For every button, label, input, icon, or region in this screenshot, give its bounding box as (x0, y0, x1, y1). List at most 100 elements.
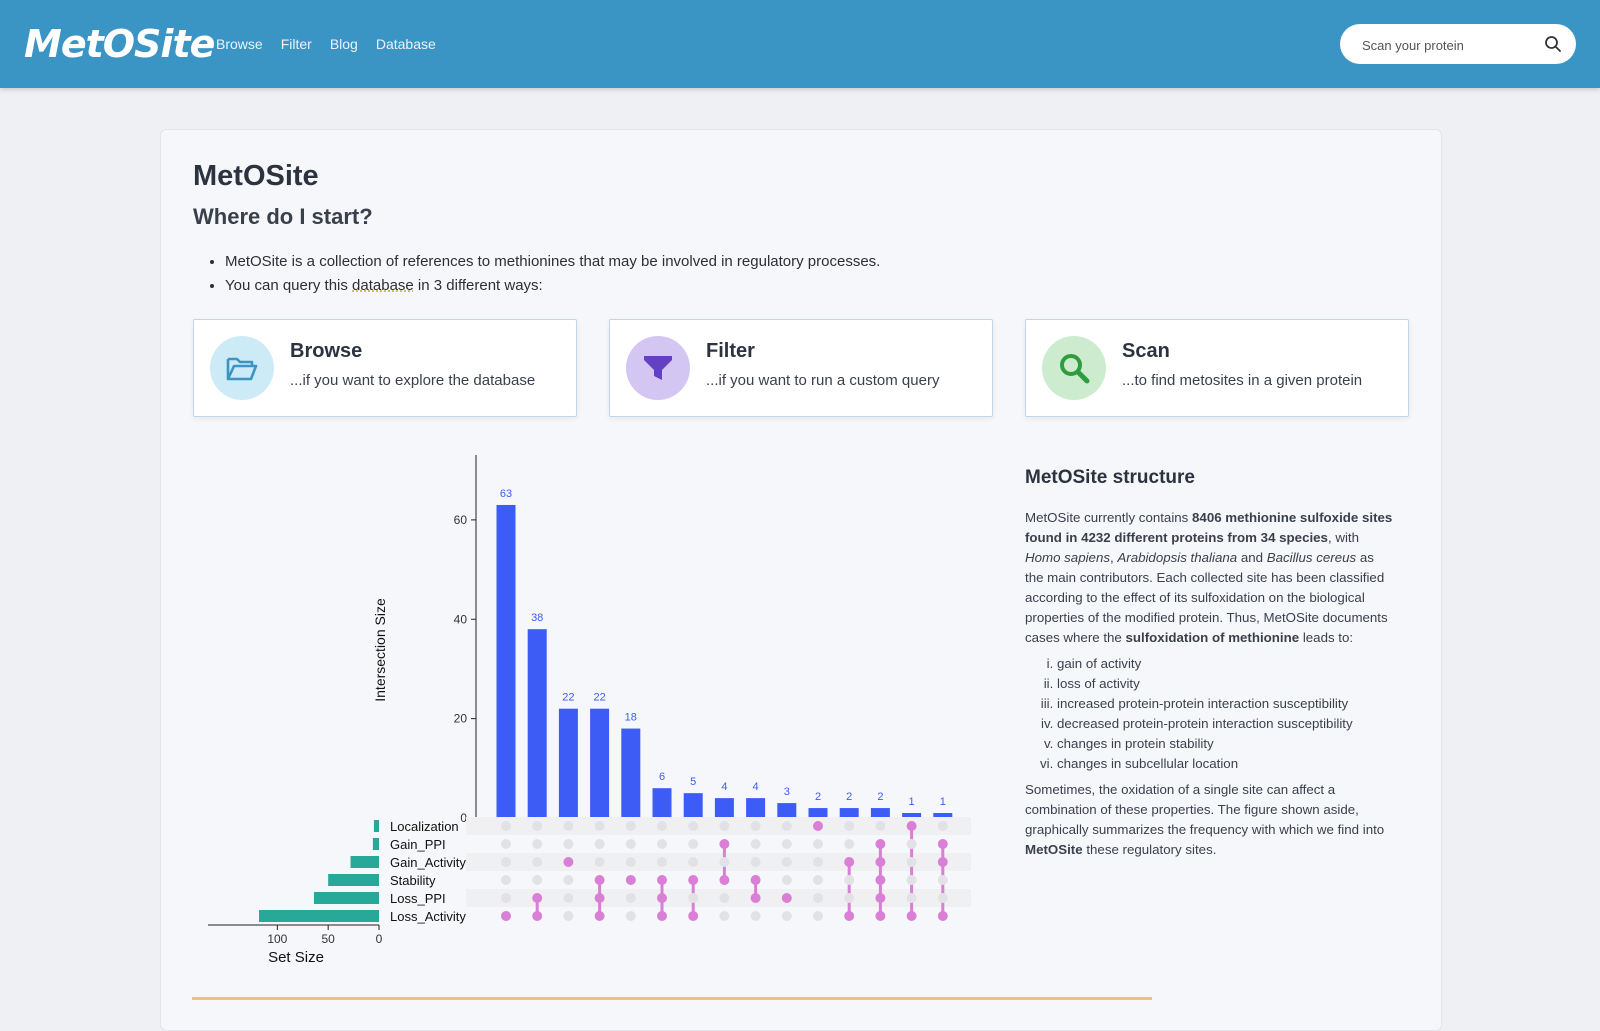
matrix-dot-active (875, 839, 886, 849)
matrix-dot (688, 821, 699, 831)
set-label: Loss_PPI (390, 891, 446, 906)
matrix-stripe (466, 889, 971, 907)
matrix-dot (937, 821, 948, 831)
matrix-dot (625, 893, 636, 903)
browse-icon-circle (210, 336, 274, 400)
matrix-dot (688, 893, 699, 903)
page-title: MetOSite (193, 160, 319, 192)
effect-item: loss of activity (1057, 674, 1395, 694)
matrix-dot (813, 839, 823, 849)
matrix-stripe (466, 853, 971, 871)
matrix-dot (906, 875, 917, 885)
bar-value-label: 6 (659, 771, 665, 783)
intersection-bar (621, 728, 641, 818)
bar-value-label: 4 (753, 781, 759, 793)
matrix-dot (750, 911, 761, 921)
matrix-dot (657, 821, 667, 831)
search-icon[interactable] (1544, 35, 1562, 53)
y-tick-label: 20 (454, 712, 468, 726)
matrix-dot (875, 821, 886, 831)
effects-list: gain of activity loss of activity increa… (1025, 654, 1395, 774)
matrix-dot-active (594, 911, 605, 921)
intersection-bar (870, 808, 890, 818)
matrix-dot (563, 911, 574, 921)
matrix-dot (906, 893, 917, 903)
bar-value-label: 1 (909, 796, 915, 808)
matrix-dot (688, 857, 699, 867)
matrix-dot (501, 875, 511, 885)
matrix-dot (532, 857, 543, 867)
matrix-dot (844, 893, 855, 903)
scan-card[interactable]: Scan ...to find metosites in a given pro… (1025, 319, 1409, 417)
nav-browse[interactable]: Browse (216, 36, 263, 52)
set-size-bar (313, 892, 379, 904)
matrix-dot-active (594, 893, 605, 903)
intersection-bar (714, 798, 734, 818)
filter-desc: ...if you want to run a custom query (706, 372, 940, 389)
matrix-dot (719, 857, 730, 867)
matrix-dot (501, 821, 511, 831)
matrix-dot-active (719, 875, 730, 885)
nav-database[interactable]: Database (375, 36, 436, 52)
matrix-dot (750, 839, 761, 849)
matrix-dot (750, 857, 761, 867)
matrix-dot (781, 857, 792, 867)
matrix-dot (750, 821, 761, 831)
matrix-stripe (466, 817, 971, 835)
matrix-dot (563, 875, 574, 885)
top-navbar: MetOSite Browse Filter Blog Database (0, 0, 1600, 88)
bar-value-label: 1 (940, 796, 946, 808)
matrix-dot-active (875, 875, 886, 885)
matrix-dot (563, 839, 574, 849)
set-tick-label: 100 (267, 932, 287, 946)
intersection-bar (933, 813, 953, 818)
set-size-bar (259, 910, 379, 922)
site-logo[interactable]: MetOSite (24, 22, 215, 66)
search-box (1340, 24, 1576, 64)
browse-card[interactable]: Browse ...if you want to explore the dat… (193, 319, 577, 417)
scan-icon-circle (1042, 336, 1106, 400)
structure-paragraph-1: MetOSite currently contains 8406 methion… (1025, 510, 1393, 645)
intersection-bar (808, 808, 828, 818)
matrix-dot (813, 875, 823, 885)
scan-desc: ...to find metosites in a given protein (1122, 372, 1363, 389)
bar-value-label: 2 (877, 791, 883, 803)
matrix-dot-active (625, 875, 636, 885)
matrix-dot-active (937, 839, 948, 849)
matrix-dot-active (688, 911, 699, 921)
matrix-dot-active (657, 875, 667, 885)
matrix-dot-active (688, 875, 699, 885)
matrix-dot-active (750, 875, 761, 885)
matrix-dot-active (906, 911, 917, 921)
matrix-dot (781, 839, 792, 849)
filter-icon-circle (626, 336, 690, 400)
intro-text-2a: You can query this (225, 277, 353, 294)
matrix-dot-active (906, 821, 917, 831)
matrix-dot-active (875, 893, 886, 903)
matrix-dot (781, 911, 792, 921)
nav-blog[interactable]: Blog (329, 36, 358, 52)
set-label: Stability (390, 873, 436, 888)
folder-open-icon (226, 357, 258, 381)
structure-section: MetOSite structure MetOSite currently co… (1025, 466, 1395, 860)
database-term[interactable]: database (352, 277, 414, 294)
bottom-divider (192, 997, 1152, 1000)
matrix-dot-active (875, 911, 886, 921)
matrix-dot (501, 857, 511, 867)
matrix-dot (813, 911, 823, 921)
effect-item: increased protein-protein interaction su… (1057, 694, 1395, 714)
set-tick-label: 0 (376, 932, 383, 946)
search-input[interactable] (1360, 34, 1534, 56)
matrix-dot (781, 821, 792, 831)
intersection-bar (590, 708, 610, 818)
filter-card[interactable]: Filter ...if you want to run a custom qu… (609, 319, 993, 417)
matrix-dot-active (937, 857, 948, 867)
nav-filter[interactable]: Filter (280, 36, 312, 52)
effect-item: changes in protein stability (1057, 734, 1395, 754)
matrix-dot (501, 893, 511, 903)
bar-value-label: 2 (815, 791, 821, 803)
matrix-dot-active (501, 911, 511, 921)
matrix-dot (906, 857, 917, 867)
main-nav: Browse Filter Blog Database (216, 34, 454, 54)
matrix-dot-active (594, 875, 605, 885)
